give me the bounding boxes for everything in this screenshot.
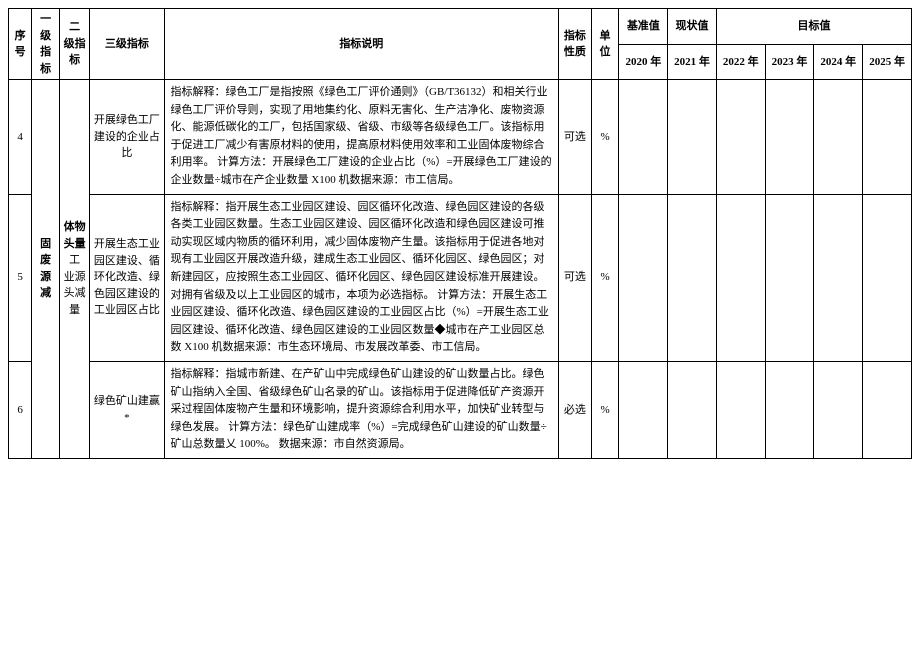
cell-desc: 指标解释：指城市新建、在产矿山中完成绿色矿山建设的矿山数量占比。绿色矿山指纳入全… [164, 361, 559, 458]
header-nature: 指标性质 [559, 9, 591, 80]
header-level1: 一级指标 [32, 9, 60, 80]
header-target: 目标值 [716, 9, 911, 45]
cell-y2021 [668, 194, 717, 361]
cell-level3: 开展生态工业园区建设、循环化改造、绿色园区建设的工业园区占比 [90, 194, 164, 361]
level1-label: 固废源减 [40, 238, 51, 300]
cell-level1: 固废源减 [32, 80, 60, 459]
cell-desc: 指标解释：指开展生态工业园区建设、园区循环化改造、绿色园区建设的各级各类工业园区… [164, 194, 559, 361]
indicator-table: 序号 一级指标 二 级指标 三级指标 指标说明 指标性质 单位 基准值 现状值 … [8, 8, 912, 459]
cell-unit: % [591, 194, 619, 361]
table-row: 4 固废源减 体物头量 工 业源头减量 开展绿色工厂建设的企业占比 指标解释：绿… [9, 80, 912, 195]
header-seq: 序号 [9, 9, 32, 80]
header-y2025: 2025 年 [863, 44, 912, 80]
cell-y2025 [863, 80, 912, 195]
header-y2020: 2020 年 [619, 44, 668, 80]
cell-y2020 [619, 361, 668, 458]
cell-nature: 必选 [559, 361, 591, 458]
cell-desc: 指标解释：绿色工厂是指按照《绿色工厂评价通则》（GB/T36132）和相关行业绿… [164, 80, 559, 195]
header-y2022: 2022 年 [716, 44, 765, 80]
cell-y2021 [668, 80, 717, 195]
cell-y2022 [716, 361, 765, 458]
cell-unit: % [591, 80, 619, 195]
header-y2024: 2024 年 [814, 44, 863, 80]
header-current: 现状值 [668, 9, 717, 45]
cell-nature: 可选 [559, 194, 591, 361]
level2-label-a: 体物头量 [63, 219, 86, 252]
cell-seq: 5 [9, 194, 32, 361]
cell-y2022 [716, 194, 765, 361]
cell-nature: 可选 [559, 80, 591, 195]
table-row: 5 开展生态工业园区建设、循环化改造、绿色园区建设的工业园区占比 指标解释：指开… [9, 194, 912, 361]
cell-y2023 [765, 194, 814, 361]
cell-y2023 [765, 361, 814, 458]
cell-y2025 [863, 361, 912, 458]
header-baseline: 基准值 [619, 9, 668, 45]
table-row: 6 绿色矿山建赢* 指标解释：指城市新建、在产矿山中完成绿色矿山建设的矿山数量占… [9, 361, 912, 458]
cell-y2022 [716, 80, 765, 195]
cell-y2021 [668, 361, 717, 458]
cell-y2020 [619, 80, 668, 195]
cell-level3: 开展绿色工厂建设的企业占比 [90, 80, 164, 195]
cell-level3: 绿色矿山建赢* [90, 361, 164, 458]
cell-y2020 [619, 194, 668, 361]
cell-seq: 6 [9, 361, 32, 458]
header-level3: 三级指标 [90, 9, 164, 80]
cell-y2024 [814, 194, 863, 361]
cell-seq: 4 [9, 80, 32, 195]
level2-label-b: 工 业源头减量 [63, 252, 86, 318]
header-y2021: 2021 年 [668, 44, 717, 80]
cell-y2025 [863, 194, 912, 361]
cell-level2: 体物头量 工 业源头减量 [60, 80, 90, 459]
header-desc: 指标说明 [164, 9, 559, 80]
header-unit: 单位 [591, 9, 619, 80]
cell-y2024 [814, 361, 863, 458]
cell-unit: % [591, 361, 619, 458]
header-row-1: 序号 一级指标 二 级指标 三级指标 指标说明 指标性质 单位 基准值 现状值 … [9, 9, 912, 45]
header-y2023: 2023 年 [765, 44, 814, 80]
cell-y2023 [765, 80, 814, 195]
header-level2: 二 级指标 [60, 9, 90, 80]
cell-y2024 [814, 80, 863, 195]
